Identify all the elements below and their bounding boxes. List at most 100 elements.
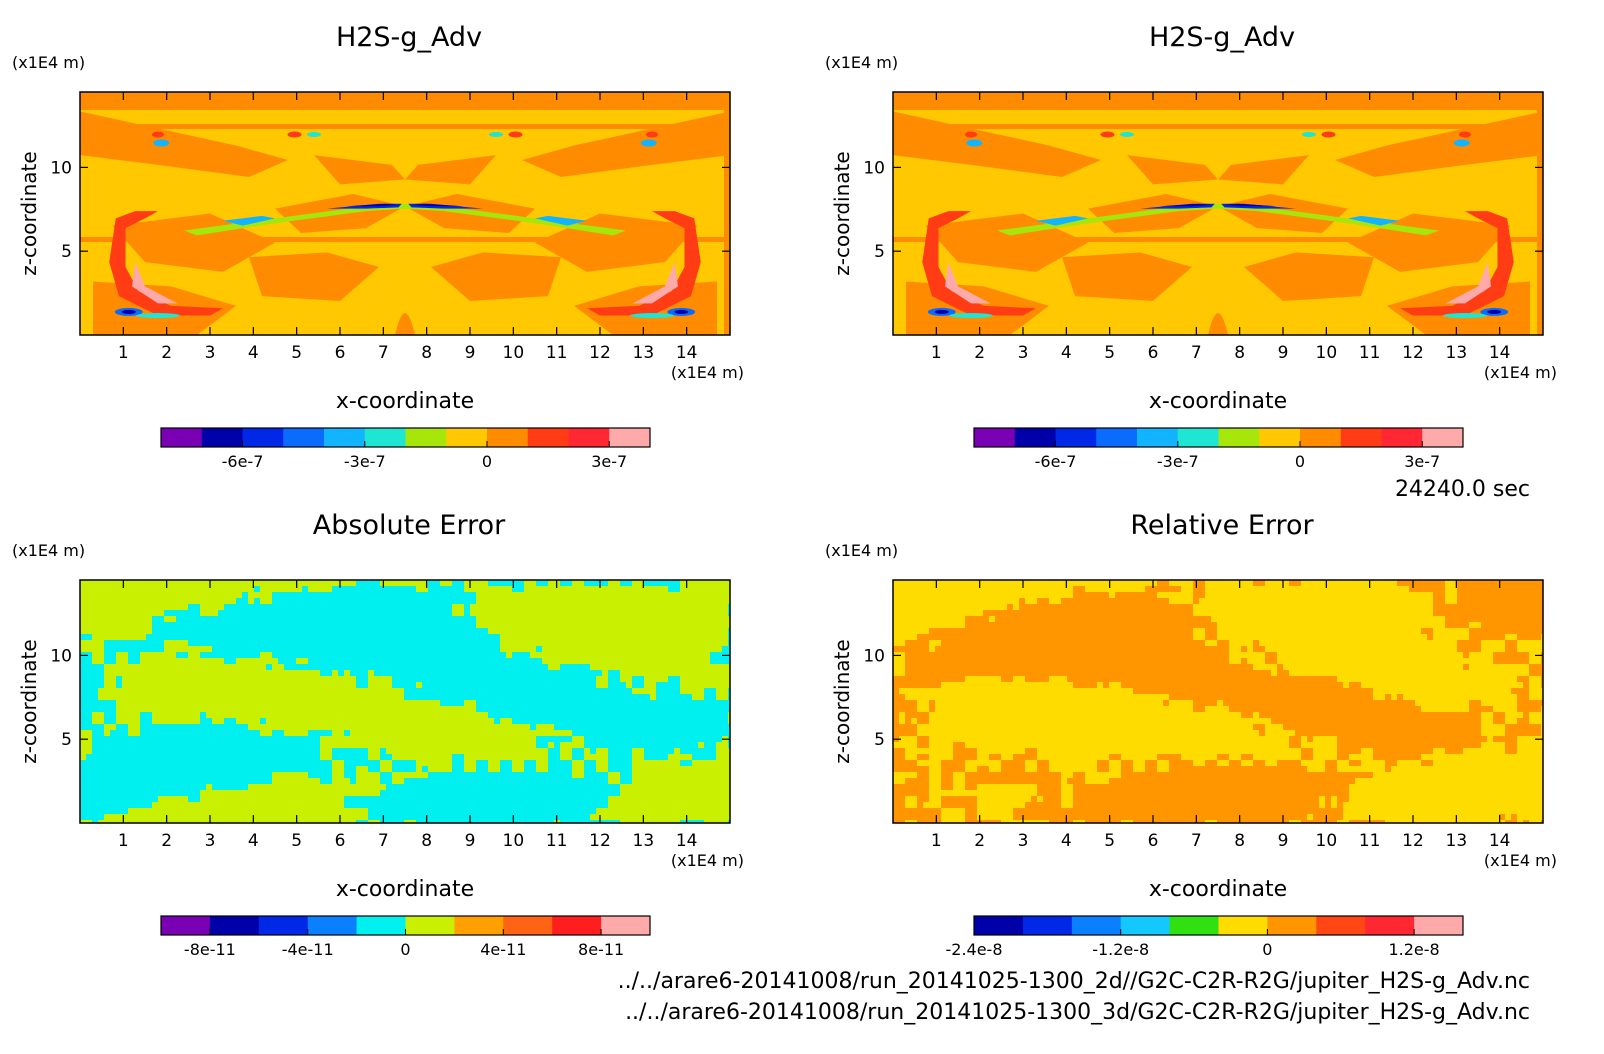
colorbar-swatch xyxy=(209,916,260,935)
y-axis-label: z-coordinate xyxy=(17,639,41,763)
top-red-spot xyxy=(152,131,164,138)
y-unit-label: (x1E4 m) xyxy=(825,541,898,560)
x-axis-label: x-coordinate xyxy=(336,389,474,414)
y-unit-label: (x1E4 m) xyxy=(12,53,85,72)
chart-title: Absolute Error xyxy=(313,510,506,541)
x-tick-label: 8 xyxy=(421,343,432,363)
colorbar-swatch xyxy=(1218,916,1268,935)
cyan-streak xyxy=(630,313,674,319)
field-region xyxy=(314,155,405,185)
colorbar-tick-label: 3e-7 xyxy=(591,452,627,471)
cyan-arc-region xyxy=(1036,215,1088,226)
colorbar-swatch xyxy=(974,428,1016,447)
plot-frame xyxy=(79,91,731,336)
x-tick-label: 6 xyxy=(335,343,346,363)
x-tick-label: 14 xyxy=(1489,831,1511,851)
colorbar-swatch xyxy=(1267,916,1317,935)
x-tick-label: 14 xyxy=(1489,343,1511,363)
colorbar-swatch xyxy=(1381,428,1423,447)
colorbar-swatch xyxy=(242,428,284,447)
colorbar-tick-label: 0 xyxy=(400,940,410,959)
colorbar-swatch xyxy=(1218,428,1260,447)
field-region xyxy=(1062,252,1192,301)
colorbar-tick-label: 0 xyxy=(1262,940,1272,959)
colorbar-swatch xyxy=(405,428,447,447)
x-tick-label: 4 xyxy=(248,831,259,851)
top-cyan-spot xyxy=(489,132,503,138)
top-red-spot xyxy=(646,131,658,138)
field-region xyxy=(431,252,561,301)
x-tick-label: 11 xyxy=(546,343,568,363)
colorbar-tick-label: 0 xyxy=(1295,452,1305,471)
plot-frame xyxy=(892,91,1544,336)
field-region xyxy=(249,252,379,301)
x-tick-label: 7 xyxy=(1191,343,1202,363)
x-tick-label: 14 xyxy=(676,831,698,851)
cyan-streak xyxy=(136,313,180,319)
top-blue-spot xyxy=(1453,139,1470,147)
y-tick-label: 5 xyxy=(61,242,72,262)
green-arc-region xyxy=(405,203,626,236)
x-tick-label: 12 xyxy=(589,343,611,363)
green-arc-region xyxy=(184,203,405,236)
field-region xyxy=(1335,111,1543,178)
chart-title: H2S-g_Adv xyxy=(336,22,482,53)
colorbar-swatch xyxy=(1422,428,1464,447)
x-unit-label: (x1E4 m) xyxy=(671,363,744,382)
colorbar-swatch xyxy=(161,428,203,447)
x-tick-label: 11 xyxy=(546,831,568,851)
heatmap-field xyxy=(893,92,1543,335)
panel-4: Relative Error (x1E4 m) (x1E4 m) x-coordina… xyxy=(825,510,1557,959)
x-tick-label: 10 xyxy=(1316,831,1338,851)
top-cyan-spot xyxy=(307,132,321,138)
x-axis-label: x-coordinate xyxy=(1149,389,1287,414)
field-region xyxy=(1244,252,1374,301)
field-region xyxy=(80,580,730,823)
field-region xyxy=(1537,92,1543,335)
x-axis-label: x-coordinate xyxy=(336,877,474,902)
y-axis-label: z-coordinate xyxy=(830,151,854,275)
x-tick-label: 2 xyxy=(974,831,985,851)
field-region xyxy=(80,111,288,178)
x-unit-label: (x1E4 m) xyxy=(1484,851,1557,870)
top-red-spot xyxy=(1459,131,1471,138)
colorbar-swatch xyxy=(601,916,651,935)
x-tick-label: 4 xyxy=(248,343,259,363)
colorbar-frame xyxy=(973,427,1464,448)
colorbar-swatch xyxy=(283,428,325,447)
y-tick-label: 5 xyxy=(61,730,72,750)
x-tick-label: 8 xyxy=(1234,343,1245,363)
colorbar-swatch xyxy=(487,428,529,447)
x-tick-label: 9 xyxy=(465,343,476,363)
x-tick-label: 5 xyxy=(291,831,302,851)
field-region xyxy=(395,313,415,335)
colorbar-tick-label: -4e-11 xyxy=(282,940,334,959)
dark-arc-region xyxy=(1224,203,1277,207)
top-cyan-spot xyxy=(1302,132,1316,138)
x-tick-label: 8 xyxy=(1234,831,1245,851)
cyan-arc-region xyxy=(223,215,275,226)
colorbar-tick-label: -1.2e-8 xyxy=(1092,940,1149,959)
x-unit-label: (x1E4 m) xyxy=(671,851,744,870)
x-tick-label: 11 xyxy=(1359,831,1381,851)
colorbar-swatch xyxy=(307,916,358,935)
colorbar-frame xyxy=(973,915,1464,936)
y-unit-label: (x1E4 m) xyxy=(825,53,898,72)
x-tick-label: 6 xyxy=(1148,343,1159,363)
cyan-streak xyxy=(1443,313,1487,319)
colorbar-swatch xyxy=(1137,428,1179,447)
x-tick-label: 1 xyxy=(118,831,129,851)
colorbar-swatch xyxy=(1177,428,1219,447)
y-unit-label: (x1E4 m) xyxy=(12,541,85,560)
y-tick-label: 10 xyxy=(863,158,885,178)
colorbar-swatch xyxy=(405,916,455,935)
heatmap-field xyxy=(80,580,730,823)
colorbar-swatch xyxy=(161,916,211,935)
panel-1: H2S-g_Adv (x1E4 m) (x1E4 m) x-coordinate z-c… xyxy=(12,22,744,471)
colorbar-swatch xyxy=(527,428,569,447)
y-tick-label: 5 xyxy=(874,242,885,262)
x-unit-label: (x1E4 m) xyxy=(1484,363,1557,382)
x-tick-label: 4 xyxy=(1061,343,1072,363)
plot-frame xyxy=(892,579,1544,824)
red-hook-region xyxy=(109,211,223,316)
